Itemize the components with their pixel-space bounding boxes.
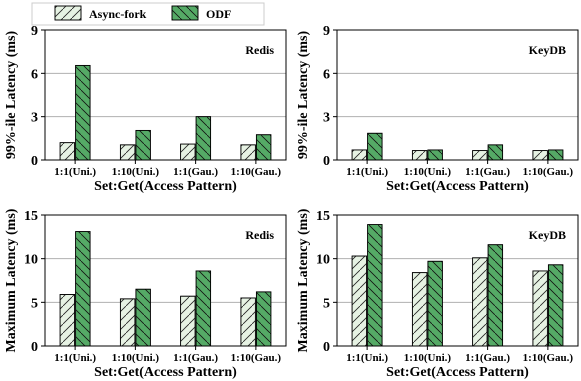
bar-hatch-odf — [487, 144, 504, 161]
x-tick-label: 1:10(Uni.) — [404, 166, 452, 178]
plot-frame — [44, 29, 287, 161]
x-axis-label: Set:Get(Access Pattern) — [386, 365, 529, 380]
bar-hatch-async-fork — [532, 150, 548, 161]
bar-hatch-async-fork — [180, 295, 196, 347]
bar-hatch-odf — [135, 288, 151, 347]
bar-hatch-odf — [195, 116, 212, 161]
y-tick-label: 9 — [31, 24, 38, 39]
x-tick-label: 1:10(Uni.) — [112, 352, 160, 364]
bar-hatch-odf — [487, 244, 504, 347]
panel-label: Redis — [245, 43, 274, 57]
bar-hatch-odf — [427, 260, 443, 347]
panel-label: Redis — [245, 228, 274, 242]
y-tick-label: 0 — [31, 154, 38, 169]
legend-label-odf: ODF — [206, 7, 231, 21]
y-axis-label: Maximum Latency (ms) — [4, 208, 19, 352]
y-axis-label: 99%-ile Latency (ms) — [296, 31, 311, 160]
y-tick-label: 5 — [31, 296, 38, 311]
legend-frame — [31, 2, 265, 26]
bar-hatch-odf — [255, 134, 272, 161]
y-axis-label: 99%-ile Latency (ms) — [4, 31, 19, 160]
x-tick-label: 1:1(Gau.) — [173, 352, 218, 364]
x-tick-label: 1:1(Gau.) — [173, 166, 218, 178]
bar-hatch-async-fork — [240, 144, 256, 161]
legend-label-async-fork: Async-fork — [89, 7, 147, 21]
x-axis-label: Set:Get(Access Pattern) — [94, 365, 237, 380]
y-tick-label: 10 — [316, 253, 330, 268]
bar-hatch-async-fork — [59, 294, 76, 347]
bar-hatch-async-fork — [351, 255, 368, 347]
y-tick-label: 15 — [24, 209, 38, 224]
chart-panel-0: 0 3 6 9 1:1(Uni.) 1:10(Uni.) 1:1(Gau.) 1:10(Gau… — [4, 24, 287, 194]
legend: Async-fork ODF — [31, 2, 265, 26]
plot-frame — [336, 214, 579, 347]
y-tick-label: 15 — [316, 209, 330, 224]
x-tick-label: 1:1(Uni.) — [54, 166, 96, 178]
bar-hatch-async-fork — [119, 144, 136, 161]
bar-hatch-async-fork — [180, 143, 196, 161]
x-tick-label: 1:10(Gau.) — [231, 352, 282, 364]
bar-hatch-async-fork — [59, 142, 76, 161]
x-tick-label: 1:10(Gau.) — [523, 166, 574, 178]
chart-panel-1: 0 3 6 9 1:1(Uni.) 1:10(Uni.) 1:1(Gau.) 1:10(Gau… — [296, 24, 579, 194]
bar-hatch-odf — [367, 224, 383, 347]
x-tick-label: 1:1(Gau.) — [465, 352, 510, 364]
bar-hatch-async-fork — [411, 150, 428, 161]
bar-hatch-async-fork — [351, 149, 368, 161]
bar-hatch-async-fork — [240, 297, 256, 347]
bar-hatch-odf — [547, 264, 564, 347]
x-tick-label: 1:1(Uni.) — [346, 352, 388, 364]
bar-hatch-async-fork — [411, 272, 428, 347]
x-tick-label: 1:1(Uni.) — [346, 166, 388, 178]
y-tick-label: 3 — [323, 111, 330, 126]
bar-hatch-odf — [195, 270, 212, 347]
x-tick-label: 1:1(Uni.) — [54, 352, 96, 364]
y-tick-label: 5 — [323, 296, 330, 311]
x-tick-label: 1:10(Gau.) — [523, 352, 574, 364]
x-tick-label: 1:10(Uni.) — [404, 352, 452, 364]
bar-hatch-odf — [547, 149, 564, 161]
bar-hatch-odf — [255, 291, 272, 347]
plot-frame — [44, 214, 287, 347]
bar-hatch-odf — [427, 149, 443, 161]
bar-hatch-async-fork — [532, 270, 548, 347]
x-tick-label: 1:10(Uni.) — [112, 166, 160, 178]
bar-hatch-async-fork — [472, 257, 488, 347]
legend-swatch-odf-hatch — [171, 5, 199, 21]
bar-hatch-odf — [135, 129, 151, 161]
y-tick-label: 10 — [24, 253, 38, 268]
y-tick-label: 9 — [323, 24, 330, 39]
y-tick-label: 6 — [31, 67, 38, 82]
y-axis-label: Maximum Latency (ms) — [296, 208, 311, 352]
bar-hatch-odf — [367, 132, 383, 161]
bar-hatch-odf — [75, 64, 91, 161]
y-tick-label: 0 — [323, 340, 330, 355]
y-tick-label: 0 — [323, 154, 330, 169]
x-axis-label: Set:Get(Access Pattern) — [386, 179, 529, 194]
bar-hatch-async-fork — [119, 298, 136, 347]
legend-swatch-async-fork-hatch — [54, 5, 82, 21]
y-tick-label: 0 — [31, 340, 38, 355]
x-axis-label: Set:Get(Access Pattern) — [94, 179, 237, 194]
chart-panel-2: 0 5 10 15 1:1(Uni.) 1:10(Uni.) 1:1(Gau.) 1:10(G… — [4, 208, 287, 380]
bar-hatch-odf — [75, 231, 91, 347]
bar-hatch-async-fork — [472, 150, 488, 161]
y-tick-label: 6 — [323, 67, 330, 82]
panel-label: KeyDB — [529, 43, 566, 57]
x-tick-label: 1:10(Gau.) — [231, 166, 282, 178]
plot-frame — [336, 29, 579, 161]
y-tick-label: 3 — [31, 111, 38, 126]
panel-label: KeyDB — [529, 228, 566, 242]
chart-panel-3: 0 5 10 15 1:1(Uni.) 1:10(Uni.) 1:1(Gau.) 1:10(G… — [296, 208, 579, 380]
x-tick-label: 1:1(Gau.) — [465, 166, 510, 178]
